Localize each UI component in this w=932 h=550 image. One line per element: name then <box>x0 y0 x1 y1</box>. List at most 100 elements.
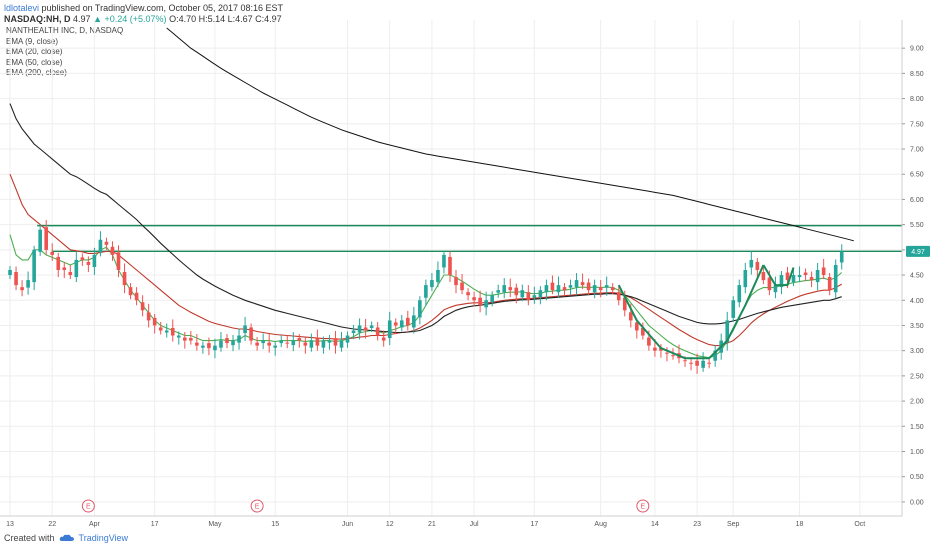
last-price: 4.97 <box>73 14 91 24</box>
x-tick-label: Apr <box>89 521 101 528</box>
candle-body <box>628 312 633 321</box>
price-tag: 4.97 <box>906 245 930 257</box>
candle-body <box>472 297 476 301</box>
candle-body <box>671 355 675 357</box>
candle-body <box>490 295 494 303</box>
candle-body <box>92 254 97 267</box>
y-tick-label: 7.50 <box>910 121 924 128</box>
candle-body <box>616 292 621 301</box>
candle-body <box>128 287 133 296</box>
candle-body <box>369 325 374 328</box>
tradingview-link[interactable]: TradingView <box>78 533 129 543</box>
y-tick-label: 0.50 <box>910 474 924 481</box>
y-tick-label: 8.00 <box>910 96 924 103</box>
candle-body <box>839 251 844 263</box>
candle-body <box>387 320 392 339</box>
candle-body <box>195 342 199 346</box>
candlesticks <box>8 220 844 374</box>
candle-body <box>791 275 796 283</box>
price-change: +0.24 (+5.07%) <box>104 14 167 24</box>
candle-body <box>122 272 127 286</box>
legend-ema20[interactable]: EMA (20, close) <box>6 47 63 57</box>
y-tick-label: 5.50 <box>910 222 924 229</box>
candle-body <box>484 300 488 308</box>
candle-body <box>189 338 193 341</box>
candle-body <box>50 251 55 255</box>
candle-body <box>333 338 338 346</box>
candle-body <box>26 280 30 288</box>
x-tick-label: 21 <box>428 521 436 528</box>
candle-body <box>315 338 320 346</box>
candle-body <box>556 285 561 293</box>
candle-body <box>110 246 115 255</box>
x-tick-label: Jul <box>470 521 479 528</box>
candle-body <box>219 340 223 348</box>
legend-ema9[interactable]: EMA (9, close) <box>6 36 59 46</box>
candle-body <box>98 239 103 253</box>
candle-body <box>182 337 187 341</box>
author-link[interactable]: ldlotalevi <box>4 3 40 13</box>
x-tick-label: 17 <box>530 521 538 528</box>
up-triangle-icon: ▲ <box>93 14 102 24</box>
y-tick-label: 4.50 <box>910 273 924 280</box>
x-tick-label: 15 <box>271 521 279 528</box>
candle-body <box>430 280 434 288</box>
candle-body <box>526 292 531 301</box>
candle-body <box>725 320 730 343</box>
candle-body <box>436 270 440 283</box>
candle-body <box>32 249 36 283</box>
symbol-info: NASDAQ:NH, D 4.97 ▲ +0.24 (+5.07%) O:4.7… <box>4 14 282 24</box>
candle-body <box>345 335 350 343</box>
earnings-marker-label: E <box>86 504 91 511</box>
cup-curve <box>617 264 765 360</box>
candle-body <box>478 297 482 306</box>
candle-body <box>351 330 356 334</box>
candle-body <box>803 272 808 276</box>
candle-body <box>56 256 61 270</box>
publish-info: ldlotalevi published on TradingView.com,… <box>4 3 283 13</box>
y-tick-label: 1.50 <box>910 424 924 431</box>
candle-body <box>134 292 139 301</box>
candle-body <box>442 254 446 268</box>
candle-body <box>833 264 838 293</box>
candle-body <box>357 325 362 333</box>
tradingview-cloud-icon <box>59 534 74 541</box>
candle-body <box>243 325 247 334</box>
candle-body <box>309 340 314 348</box>
candle-body <box>225 338 229 344</box>
legend-ema50[interactable]: EMA (50, close) <box>6 57 63 67</box>
candle-body <box>635 322 639 331</box>
legend-title: NANTHEALTH INC, D, NASDAQ <box>6 26 124 35</box>
ema-line-2 <box>9 103 842 334</box>
candle-body <box>291 340 296 346</box>
earnings-marker <box>636 499 650 513</box>
candle-body <box>44 227 48 250</box>
candle-body <box>140 302 145 311</box>
candle-body <box>641 327 645 336</box>
candle-body <box>773 285 778 293</box>
y-tick-label: 7.00 <box>910 147 924 154</box>
y-axis: 0.00 0.50 1.00 1.50 2.00 2.50 3.00 3.50 4.00 4.50… <box>901 20 924 516</box>
candle-body <box>550 282 555 291</box>
candle-body <box>339 340 344 348</box>
y-tick-label: 1.00 <box>910 449 924 456</box>
candle-body <box>201 345 205 348</box>
resistance-lines <box>37 224 902 253</box>
symbol-name: NASDAQ:NH, D <box>4 14 71 24</box>
candle-body <box>38 229 42 252</box>
y-tick-label: 6.50 <box>910 172 924 179</box>
candle-body <box>592 285 597 293</box>
x-tick-label: 14 <box>651 521 659 528</box>
x-tick-label: Sep <box>727 521 740 528</box>
candle-body <box>146 312 151 321</box>
candle-body <box>237 335 241 343</box>
candle-body <box>496 290 501 293</box>
x-tick-label: 12 <box>386 521 394 528</box>
candle-body <box>683 360 687 362</box>
y-tick-label: 6.00 <box>910 197 924 204</box>
candle-body <box>508 287 513 291</box>
y-tick-label: 8.50 <box>910 71 924 78</box>
candle-body <box>454 277 458 286</box>
candle-body <box>659 348 663 351</box>
